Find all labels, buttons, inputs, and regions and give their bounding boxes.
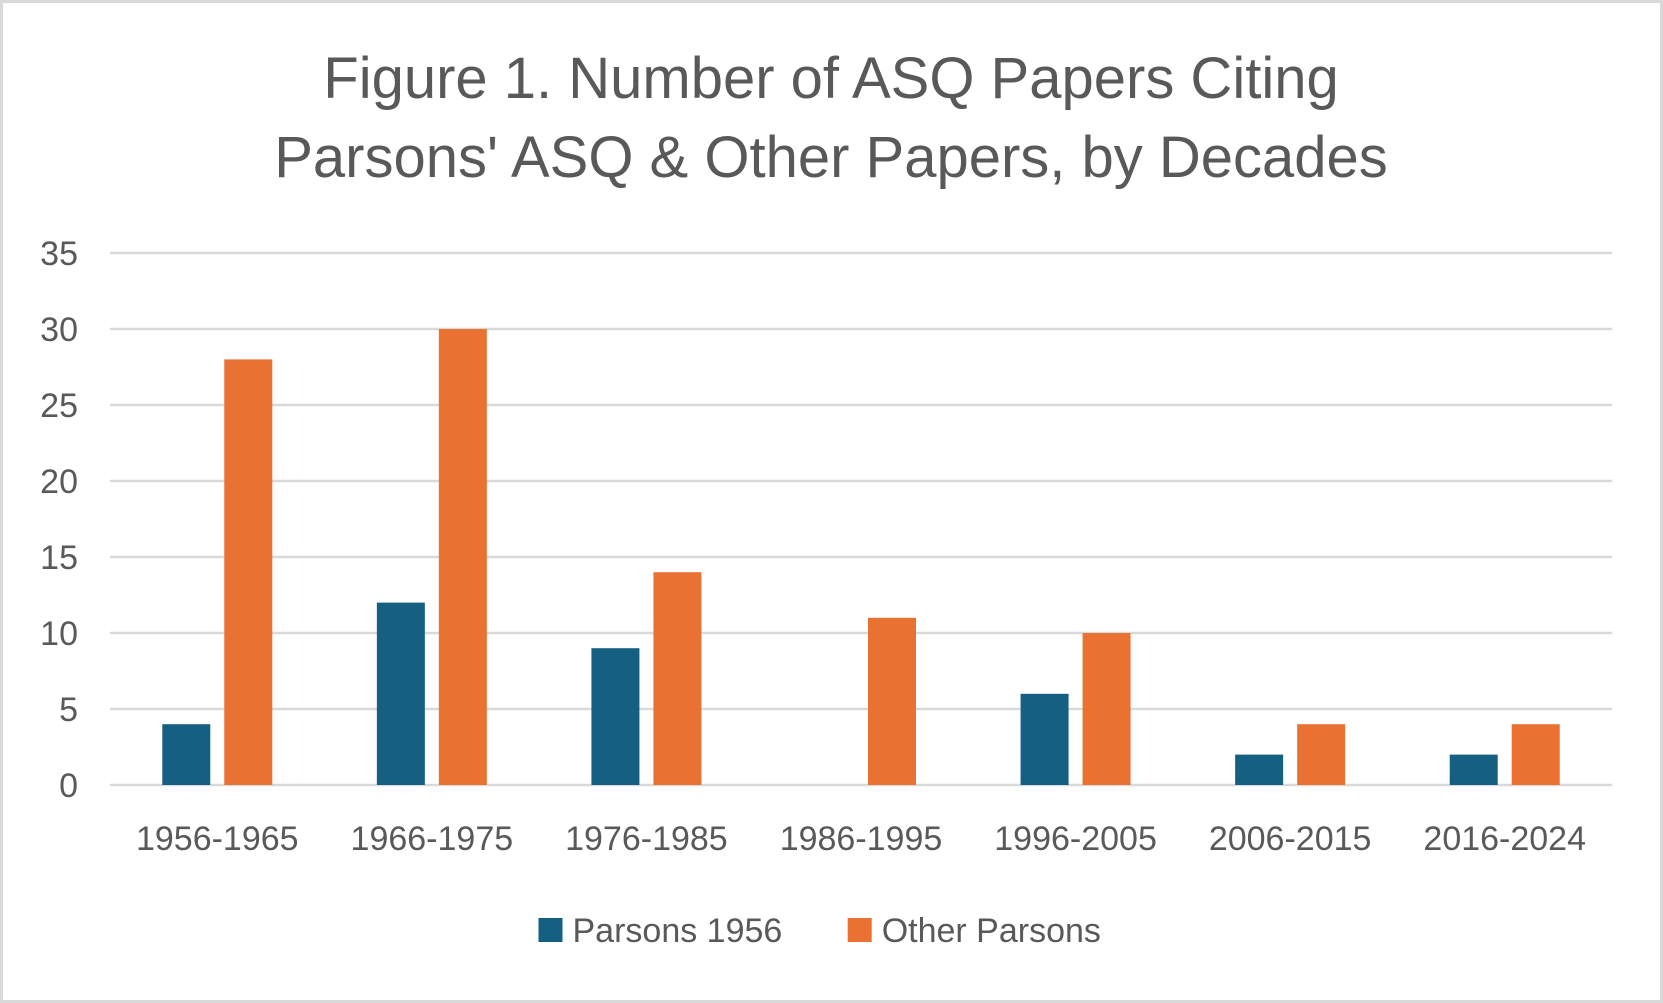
y-axis-tick-labels: 0 5 10 15 20 25 30 35 <box>40 235 78 805</box>
bars <box>162 329 1560 785</box>
bar-other-parsons-1956-1965 <box>224 359 273 785</box>
legend: Parsons 1956 Other Parsons <box>538 912 1101 950</box>
x-tick-label: 1986-1995 <box>780 820 943 858</box>
bar-parsons-1956-1966-1975 <box>376 602 425 785</box>
bar-other-parsons-2006-2015 <box>1297 724 1346 785</box>
legend-label: Parsons 1956 <box>573 912 783 950</box>
gridlines <box>110 251 1612 787</box>
bar-other-parsons-2016-2024 <box>1511 724 1560 785</box>
x-tick-label: 1996-2005 <box>994 820 1157 858</box>
legend-label: Other Parsons <box>882 912 1101 950</box>
bar-parsons-1956-1996-2005 <box>1020 693 1069 785</box>
bar-parsons-1956-2006-2015 <box>1235 754 1284 785</box>
y-tick-label: 25 <box>40 387 78 425</box>
bar-other-parsons-1966-1975 <box>438 329 487 785</box>
y-tick-label: 15 <box>40 539 78 577</box>
chart-title-line-1: Figure 1. Number of ASQ Papers Citing <box>323 46 1338 111</box>
bar-parsons-1956-2016-2024 <box>1449 754 1498 785</box>
bar-other-parsons-1976-1985 <box>653 572 702 785</box>
legend-item-other-parsons: Other Parsons <box>847 912 1101 950</box>
bar-parsons-1956-1976-1985 <box>591 648 640 785</box>
x-tick-label: 1956-1965 <box>136 820 299 858</box>
bar-other-parsons-1986-1995 <box>868 617 916 785</box>
x-tick-label: 2016-2024 <box>1423 820 1586 858</box>
y-tick-label: 30 <box>40 311 78 349</box>
y-tick-label: 35 <box>40 235 78 273</box>
y-tick-label: 10 <box>40 615 78 653</box>
legend-swatch <box>847 918 872 942</box>
chart-title-line-2: Parsons' ASQ & Other Papers, by Decades <box>274 125 1388 190</box>
x-tick-label: 1966-1975 <box>351 820 514 858</box>
legend-swatch <box>538 918 563 942</box>
x-tick-label: 2006-2015 <box>1209 820 1372 858</box>
y-tick-label: 5 <box>59 691 78 729</box>
chart-title: Figure 1. Number of ASQ Papers Citing Pa… <box>274 46 1388 190</box>
y-tick-label: 0 <box>59 767 78 805</box>
x-tick-label: 1976-1985 <box>565 820 728 858</box>
y-tick-label: 20 <box>40 463 78 501</box>
legend-item-parsons-1956: Parsons 1956 <box>538 912 783 950</box>
bar-parsons-1956-1956-1965 <box>162 724 211 785</box>
x-axis-tick-labels: 1956-1965 1966-1975 1976-1985 1986-1995 1996… <box>136 820 1586 858</box>
bar-other-parsons-1996-2005 <box>1082 633 1131 785</box>
